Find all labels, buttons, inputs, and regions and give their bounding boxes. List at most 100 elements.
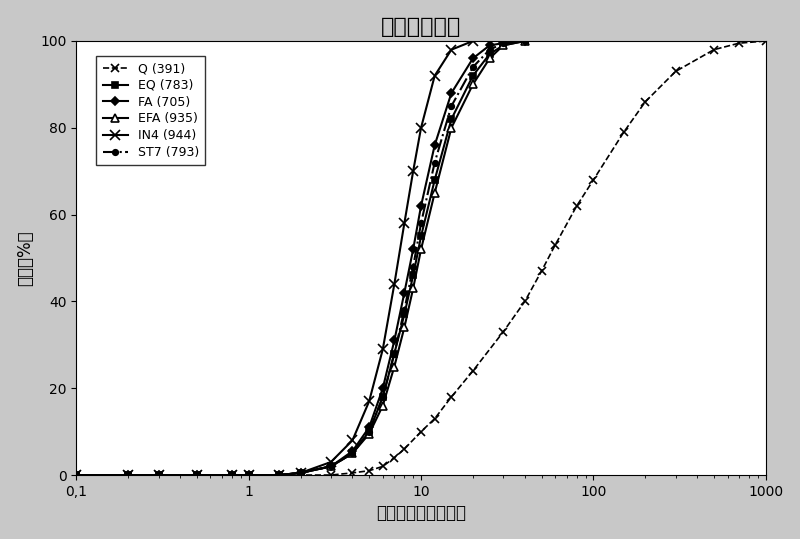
FA (705) <box>296 469 306 476</box>
EFA (935) <box>244 472 254 478</box>
EFA (935) <box>348 450 358 457</box>
EFA (935) <box>154 472 163 478</box>
EQ (783) <box>430 177 439 183</box>
IN4 (944) <box>430 72 439 79</box>
EQ (783) <box>498 42 508 49</box>
Q (391) <box>734 40 744 46</box>
FA (705) <box>123 472 133 478</box>
Legend: Q (391), EQ (783), FA (705), EFA (935), IN4 (944), ST7 (793): Q (391), EQ (783), FA (705), EFA (935), … <box>96 56 205 165</box>
ST7 (793) <box>416 220 426 226</box>
ST7 (793) <box>364 429 374 435</box>
Line: ST7 (793): ST7 (793) <box>74 38 527 478</box>
ST7 (793) <box>296 469 306 476</box>
EQ (783) <box>416 233 426 239</box>
Q (391) <box>619 129 629 135</box>
ST7 (793) <box>498 40 508 46</box>
EQ (783) <box>123 472 133 478</box>
EQ (783) <box>378 393 388 400</box>
IN4 (944) <box>390 281 399 287</box>
ST7 (793) <box>408 264 418 270</box>
Q (391) <box>390 454 399 461</box>
EFA (935) <box>498 42 508 49</box>
FA (705) <box>348 448 358 454</box>
FA (705) <box>192 472 202 478</box>
EFA (935) <box>468 81 478 88</box>
ST7 (793) <box>244 472 254 478</box>
FA (705) <box>498 40 508 46</box>
FA (705) <box>430 142 439 148</box>
Q (391) <box>399 446 409 452</box>
Q (391) <box>296 472 306 478</box>
EQ (783) <box>326 463 336 469</box>
Q (391) <box>326 472 336 478</box>
EFA (935) <box>364 431 374 437</box>
EFA (935) <box>192 472 202 478</box>
Q (391) <box>227 472 237 478</box>
FA (705) <box>399 289 409 296</box>
Q (391) <box>550 242 560 248</box>
Line: EQ (783): EQ (783) <box>73 38 528 479</box>
Line: EFA (935): EFA (935) <box>72 37 529 479</box>
EQ (783) <box>520 38 530 44</box>
Q (391) <box>364 467 374 474</box>
EFA (935) <box>446 125 456 131</box>
IN4 (944) <box>244 472 254 478</box>
ST7 (793) <box>348 450 358 457</box>
ST7 (793) <box>123 472 133 478</box>
Q (391) <box>192 472 202 478</box>
EFA (935) <box>390 363 399 370</box>
EFA (935) <box>416 246 426 253</box>
EQ (783) <box>485 51 494 57</box>
EFA (935) <box>520 38 530 44</box>
EQ (783) <box>468 72 478 79</box>
IN4 (944) <box>416 125 426 131</box>
IN4 (944) <box>296 469 306 476</box>
ST7 (793) <box>430 160 439 166</box>
Q (391) <box>641 99 650 105</box>
EQ (783) <box>296 469 306 476</box>
Q (391) <box>416 429 426 435</box>
Q (391) <box>589 177 598 183</box>
Q (391) <box>123 472 133 478</box>
EQ (783) <box>408 272 418 279</box>
EFA (935) <box>430 190 439 196</box>
EQ (783) <box>192 472 202 478</box>
Q (391) <box>446 393 456 400</box>
EFA (935) <box>378 403 388 409</box>
Line: Q (391): Q (391) <box>72 37 770 479</box>
Line: FA (705): FA (705) <box>74 38 527 478</box>
ST7 (793) <box>192 472 202 478</box>
Q (391) <box>572 203 582 209</box>
IN4 (944) <box>446 46 456 53</box>
EFA (935) <box>123 472 133 478</box>
Line: IN4 (944): IN4 (944) <box>71 36 478 480</box>
EQ (783) <box>227 472 237 478</box>
FA (705) <box>446 90 456 96</box>
FA (705) <box>485 42 494 49</box>
Q (391) <box>520 298 530 305</box>
FA (705) <box>520 38 530 44</box>
EFA (935) <box>408 285 418 292</box>
IN4 (944) <box>399 220 409 226</box>
IN4 (944) <box>123 472 133 478</box>
Q (391) <box>761 38 770 44</box>
Q (391) <box>348 469 358 476</box>
ST7 (793) <box>227 472 237 478</box>
FA (705) <box>364 424 374 431</box>
IN4 (944) <box>326 459 336 465</box>
Q (391) <box>378 463 388 469</box>
IN4 (944) <box>227 472 237 478</box>
IN4 (944) <box>192 472 202 478</box>
IN4 (944) <box>274 472 284 478</box>
Q (391) <box>71 472 81 478</box>
FA (705) <box>71 472 81 478</box>
Q (391) <box>537 268 546 274</box>
IN4 (944) <box>408 168 418 175</box>
X-axis label: 颗粒球直径（微米）: 颗粒球直径（微米） <box>376 505 466 522</box>
IN4 (944) <box>71 472 81 478</box>
IN4 (944) <box>154 472 163 478</box>
Q (391) <box>430 416 439 422</box>
EQ (783) <box>446 116 456 122</box>
FA (705) <box>390 337 399 344</box>
FA (705) <box>227 472 237 478</box>
